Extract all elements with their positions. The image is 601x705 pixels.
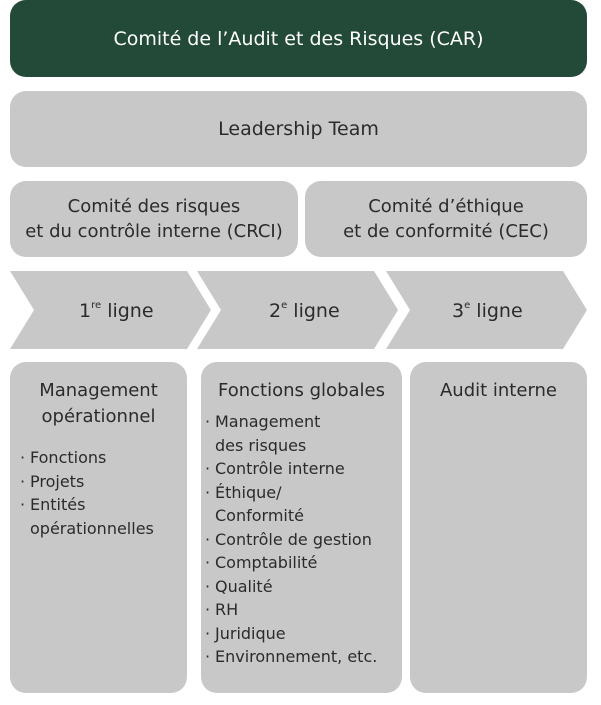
- list-item: Contrôle interne: [205, 457, 402, 481]
- list-item: Comptabilité: [205, 551, 402, 575]
- internal-audit-column: Audit interne: [410, 362, 587, 693]
- operational-management-title-line1: Management: [39, 380, 158, 401]
- line-1-word: ligne: [107, 300, 154, 322]
- line-1-label: 1re ligne: [79, 300, 154, 322]
- chevron-line-1: [10, 271, 211, 349]
- global-functions-title: Fonctions globales: [218, 380, 385, 401]
- list-item: Qualité: [205, 575, 402, 599]
- line-3-word: ligne: [476, 300, 523, 322]
- line-2-number: 2: [269, 300, 282, 322]
- line-2-word: ligne: [293, 300, 340, 322]
- operational-management-title-line2: opérationnel: [41, 406, 156, 427]
- internal-audit-title: Audit interne: [439, 380, 558, 401]
- operational-management-column: Management opérationnel Fonctions Projet…: [10, 362, 187, 693]
- list-item: Fonctions: [20, 446, 187, 470]
- line-1-superscript: re: [91, 299, 102, 311]
- chevron-line-3: [386, 271, 587, 349]
- line-2-superscript: e: [281, 299, 288, 311]
- cec-committee-box: Comité d’éthique et de conformité (CEC): [305, 181, 587, 257]
- list-item: Éthique/: [205, 481, 402, 505]
- operational-management-list: Fonctions Projets Entités opérationnelle…: [20, 446, 187, 540]
- list-item: Juridique: [205, 622, 402, 646]
- crci-title-line1: Comité des risques: [67, 196, 241, 217]
- line-3-label: 3e ligne: [452, 300, 523, 322]
- leadership-team-box: Leadership Team: [10, 91, 587, 167]
- lines-of-defense-chevrons: [10, 271, 587, 349]
- line-3-superscript: e: [464, 299, 471, 311]
- leadership-team-title: Leadership Team: [218, 118, 379, 140]
- cec-title-line1: Comité d’éthique: [368, 196, 524, 217]
- cec-title-line2: et de conformité (CEC): [343, 221, 549, 242]
- line-2-label: 2e ligne: [269, 300, 340, 322]
- list-item: Management: [205, 410, 402, 434]
- line-3-number: 3: [452, 300, 465, 322]
- crci-title-line2: et du contrôle interne (CRCI): [25, 221, 283, 242]
- list-item-continuation: Conformité: [215, 506, 304, 525]
- chevron-line-2: [197, 271, 398, 349]
- car-committee-box: Comité de l’Audit et des Risques (CAR): [10, 0, 587, 77]
- car-committee-title: Comité de l’Audit et des Risques (CAR): [113, 27, 484, 50]
- list-item: Environnement, etc.: [205, 645, 402, 669]
- global-functions-list: Management des risques Contrôle interne …: [205, 410, 402, 669]
- list-item-continuation: des risques: [215, 435, 307, 455]
- list-item: Entités: [20, 493, 187, 517]
- crci-committee-box: Comité des risques et du contrôle intern…: [10, 181, 298, 257]
- list-item-continuation: opérationnelles: [30, 518, 154, 538]
- list-item: Projets: [20, 470, 187, 494]
- list-item: RH: [205, 598, 402, 622]
- line-1-number: 1: [79, 300, 92, 322]
- list-item: Contrôle de gestion: [205, 528, 402, 552]
- operational-management-title: Management opérationnel: [10, 378, 187, 430]
- global-functions-column: Fonctions globales Management des risque…: [201, 362, 402, 693]
